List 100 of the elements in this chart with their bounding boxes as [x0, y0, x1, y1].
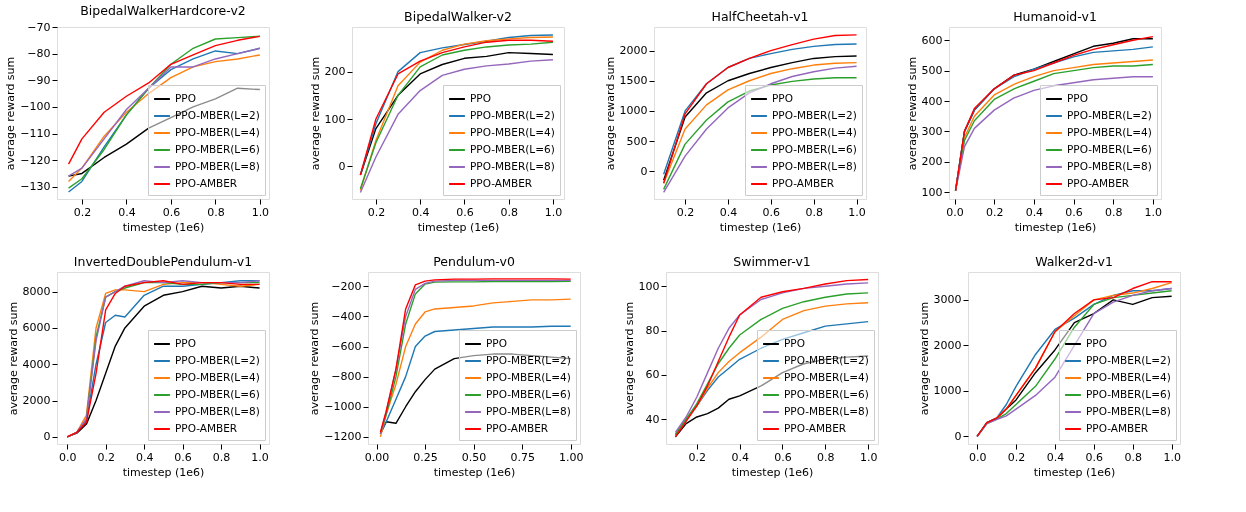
legend-label: PPO-MBER(L=8) — [175, 405, 260, 417]
legend-label: PPO-AMBER — [1086, 422, 1149, 434]
x-tick-label: 0.2 — [367, 205, 386, 219]
x-tick-label: 0.8 — [207, 205, 225, 219]
y-tick-label: 300 — [921, 124, 943, 138]
x-tick-label: 0.2 — [688, 450, 707, 464]
chart-title: Pendulum-v0 — [433, 253, 515, 269]
x-tick-label: 0.8 — [1124, 450, 1142, 464]
legend-label: PPO-MBER(L=6) — [486, 388, 571, 400]
y-tick-label: −1200 — [324, 430, 362, 444]
legend-label: PPO-MBER(L=4) — [486, 371, 571, 383]
legend-label: PPO-MBER(L=2) — [1067, 109, 1152, 121]
x-axis-title: timestep (1e6) — [1014, 220, 1097, 234]
y-tick-label: −110 — [20, 127, 51, 140]
y-tick-label: 0 — [640, 164, 648, 178]
x-tick-label: 0.8 — [1104, 205, 1123, 219]
x-axis-title: timestep (1e6) — [1033, 465, 1116, 479]
legend-label: PPO — [772, 92, 793, 104]
y-tick-label: −90 — [27, 73, 51, 87]
legend-label: PPO-MBER(L=4) — [1067, 126, 1152, 138]
legend-label: PPO-MBER(L=8) — [175, 160, 260, 172]
y-tick-label: −100 — [20, 100, 51, 114]
x-tick-label: 0.4 — [118, 205, 136, 219]
x-tick-label: 0.6 — [1085, 450, 1104, 464]
y-tick-label: 6000 — [22, 321, 51, 335]
y-tick-label: 200 — [921, 155, 943, 169]
x-axis-title: timestep (1e6) — [719, 220, 802, 234]
x-tick-label: 0.6 — [774, 450, 792, 464]
y-tick-label: 200 — [324, 65, 346, 79]
legend-label: PPO-AMBER — [470, 177, 533, 189]
x-tick-label: 0.2 — [676, 205, 695, 219]
x-axis-title: timestep (1e6) — [122, 465, 205, 479]
legend-label: PPO — [784, 337, 805, 349]
legend-label: PPO-MBER(L=8) — [470, 160, 555, 172]
y-tick-label: 100 — [921, 185, 943, 199]
y-tick-label: 500 — [626, 134, 648, 148]
legend-label: PPO-MBER(L=6) — [470, 143, 555, 155]
x-tick-label: 0.25 — [413, 450, 438, 464]
x-tick-label: 0.4 — [135, 450, 154, 464]
chart-title: BipedalWalkerHardcore-v2 — [80, 2, 246, 18]
x-tick-label: 0.6 — [456, 205, 474, 219]
y-tick-label: −800 — [331, 370, 362, 384]
x-tick-label: 0.6 — [762, 205, 781, 219]
chart-title: Humanoid-v1 — [1013, 8, 1097, 24]
y-tick-label: 4000 — [22, 357, 51, 371]
x-tick-label: 0.2 — [97, 450, 115, 464]
y-tick-label: −130 — [20, 180, 51, 194]
x-tick-label: 0.4 — [719, 205, 738, 219]
y-tick-label: −70 — [27, 20, 51, 34]
y-tick-label: −600 — [331, 340, 362, 354]
y-axis-title: average reward sum — [622, 301, 636, 416]
legend-label: PPO-AMBER — [486, 422, 549, 434]
x-tick-label: 0.6 — [162, 205, 181, 219]
legend-label: PPO-AMBER — [1067, 177, 1130, 189]
x-tick-label: 0.4 — [411, 205, 430, 219]
legend-label: PPO-AMBER — [175, 422, 238, 434]
y-tick-label: 60 — [645, 368, 660, 382]
y-tick-label: 100 — [324, 112, 346, 126]
legend-label: PPO-MBER(L=4) — [772, 126, 857, 138]
y-axis-title: average reward sum — [603, 56, 617, 171]
x-tick-label: 1.00 — [558, 450, 584, 464]
x-tick-label: 1.0 — [859, 450, 878, 464]
legend-label: PPO-MBER(L=8) — [772, 160, 857, 172]
legend-label: PPO-AMBER — [175, 177, 238, 189]
x-tick-label: 0.50 — [461, 450, 487, 464]
x-tick-label: 1.0 — [1163, 450, 1181, 464]
x-axis-title: timestep (1e6) — [122, 220, 205, 234]
y-tick-label: 1000 — [619, 104, 648, 118]
legend-label: PPO-MBER(L=2) — [470, 109, 555, 121]
y-tick-label: 1500 — [619, 74, 648, 88]
chart-title: Swimmer-v1 — [733, 253, 811, 269]
y-axis-title: average reward sum — [917, 301, 931, 416]
chart-title: InvertedDoublePendulum-v1 — [73, 253, 253, 269]
y-tick-label: −200 — [331, 279, 362, 293]
legend-label: PPO-MBER(L=2) — [1086, 354, 1171, 366]
legend-label: PPO-AMBER — [784, 422, 847, 434]
x-tick-label: 1.0 — [251, 205, 270, 219]
x-tick-label: 0.0 — [968, 450, 987, 464]
legend-label: PPO-MBER(L=6) — [1086, 388, 1171, 400]
y-tick-label: −1000 — [324, 400, 362, 414]
legend-label: PPO-MBER(L=2) — [486, 354, 571, 366]
legend-label: PPO-MBER(L=4) — [1086, 371, 1171, 383]
y-tick-label: 8000 — [22, 285, 51, 299]
x-tick-label: 0.6 — [1065, 205, 1083, 219]
legend-label: PPO-AMBER — [772, 177, 835, 189]
legend-label: PPO-MBER(L=6) — [175, 388, 260, 400]
x-tick-label: 0.4 — [1046, 450, 1065, 464]
y-tick-label: 2000 — [22, 394, 51, 408]
legend-label: PPO — [1067, 92, 1088, 104]
y-tick-label: 0 — [43, 430, 51, 444]
legend-label: PPO-MBER(L=8) — [1067, 160, 1152, 172]
y-tick-label: 80 — [645, 324, 660, 338]
legend-label: PPO-MBER(L=8) — [1086, 405, 1171, 417]
chart-title: Walker2d-v1 — [1035, 253, 1113, 269]
y-tick-label: 2000 — [619, 44, 648, 58]
y-tick-label: −400 — [331, 309, 362, 323]
x-tick-label: 0.8 — [817, 450, 835, 464]
legend-label: PPO-MBER(L=6) — [784, 388, 869, 400]
y-axis-title: average reward sum — [4, 56, 18, 171]
legend-label: PPO-MBER(L=6) — [1067, 143, 1152, 155]
